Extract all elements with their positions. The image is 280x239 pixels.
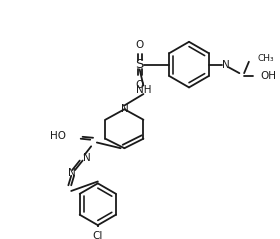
Text: HO: HO bbox=[50, 131, 66, 141]
Text: O: O bbox=[136, 80, 144, 90]
Text: N: N bbox=[120, 104, 128, 114]
Text: O: O bbox=[136, 40, 144, 50]
Text: NH: NH bbox=[136, 85, 151, 95]
Text: N: N bbox=[68, 168, 76, 178]
Text: Cl: Cl bbox=[93, 231, 103, 239]
Text: N: N bbox=[222, 60, 230, 70]
Text: N: N bbox=[83, 153, 90, 163]
Text: CH₃: CH₃ bbox=[257, 54, 274, 63]
Text: S: S bbox=[136, 58, 144, 71]
Text: OH: OH bbox=[260, 71, 276, 81]
